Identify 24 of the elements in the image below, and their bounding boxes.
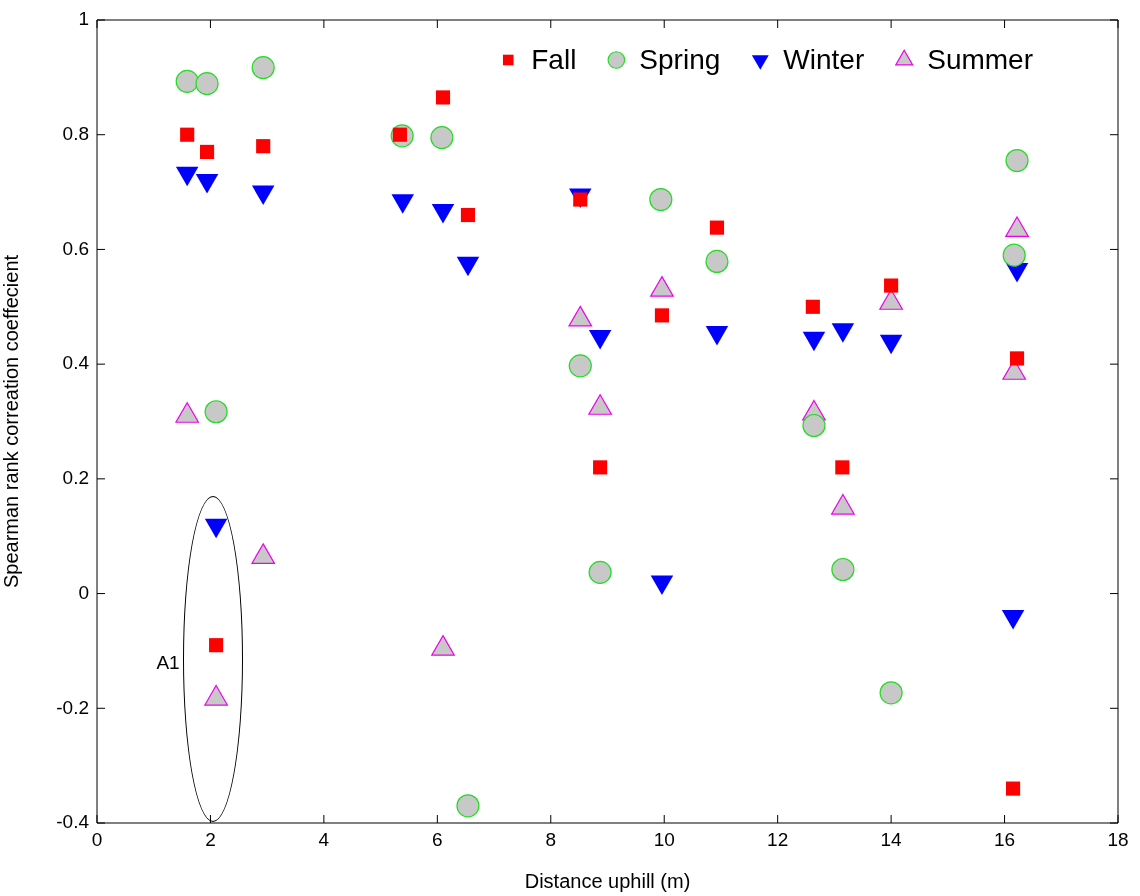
- y-tick-label: -0.4: [56, 811, 90, 833]
- y-tick-label: 0.6: [62, 237, 89, 259]
- x-tick-label: 2: [205, 828, 216, 850]
- legend-label: Winter: [783, 43, 865, 75]
- x-tick-label: 16: [993, 828, 1016, 850]
- y-tick-label: 0.8: [62, 122, 89, 144]
- x-tick-label: 12: [767, 828, 789, 850]
- y-tick-label: 0: [78, 581, 89, 603]
- y-tick-label: 1: [78, 8, 89, 30]
- y-tick-label: -0.2: [56, 696, 89, 718]
- annotation: A1: [156, 652, 180, 674]
- x-tick-label: 14: [880, 828, 903, 850]
- legend-label: Fall: [531, 43, 577, 75]
- y-axis-title: Spearman rank correation coeffecient: [0, 254, 22, 589]
- x-tick-label: 6: [432, 828, 443, 850]
- x-tick-label: 10: [653, 828, 675, 850]
- y-tick-label: 0.2: [62, 467, 89, 489]
- x-tick-label: 8: [545, 828, 557, 850]
- x-axis-title: Distance uphill (m): [524, 869, 691, 892]
- legend-label: Summer: [927, 43, 1033, 75]
- x-tick-label: 18: [1107, 828, 1129, 850]
- x-tick-label: 4: [318, 828, 330, 850]
- legend-label: Spring: [639, 43, 721, 75]
- y-tick-label: 0.4: [62, 352, 90, 374]
